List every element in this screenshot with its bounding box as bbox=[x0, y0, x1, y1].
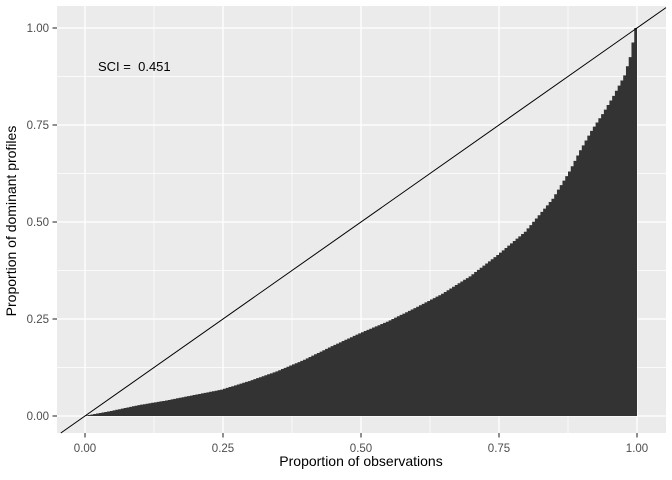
x-axis-tick-label: 1.00 bbox=[626, 443, 648, 455]
axis-ticks-group bbox=[52, 27, 638, 438]
x-axis-tick-label: 0.75 bbox=[488, 443, 510, 455]
y-axis-tick-label: 0.25 bbox=[27, 314, 49, 326]
sci-annotation: SCI = 0.451 bbox=[98, 59, 171, 74]
x-axis-title: Proportion of observations bbox=[279, 453, 442, 469]
x-axis-tick-label: 0.25 bbox=[212, 443, 234, 455]
y-axis-tick-label: 0.50 bbox=[27, 217, 49, 229]
y-axis-tick-label: 0.00 bbox=[27, 411, 49, 423]
x-axis-tick-label: 0.50 bbox=[350, 443, 372, 455]
y-axis-tick-label: 1.00 bbox=[27, 23, 49, 35]
x-axis-tick-label: 0.00 bbox=[74, 443, 96, 455]
y-axis-tick-label: 0.75 bbox=[27, 120, 49, 132]
lorenz-area bbox=[85, 28, 637, 416]
equality-line bbox=[60, 7, 667, 434]
y-axis-title: Proportion of dominant profiles bbox=[3, 126, 19, 317]
